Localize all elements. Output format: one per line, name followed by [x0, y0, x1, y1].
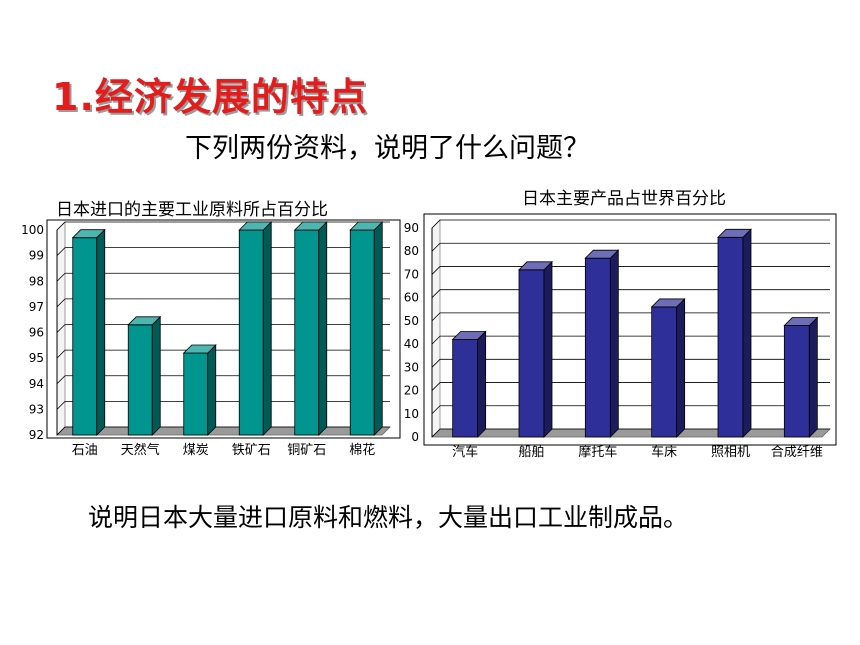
gridline: [56, 272, 390, 282]
gridline: [431, 382, 830, 391]
y-tick-label: 0: [411, 430, 419, 444]
gridline: [431, 219, 830, 229]
gridline: [431, 405, 830, 415]
x-category-label: 船舶: [518, 444, 544, 460]
x-category-label: 石油: [72, 443, 98, 458]
bar: [71, 228, 106, 436]
x-category-label: 煤炭: [183, 443, 209, 458]
x-category-label: 铜矿石: [287, 443, 326, 458]
x-category-label: 天然气: [121, 442, 160, 458]
y-tick-label: 10: [404, 407, 419, 421]
chart-floor: [56, 426, 391, 436]
y-tick-label: 40: [404, 337, 419, 351]
bar: [127, 315, 162, 436]
gridline: [56, 375, 390, 385]
y-tick-label: 97: [29, 300, 44, 314]
y-tick-label: 98: [29, 274, 44, 288]
side-wall: [431, 219, 441, 438]
bar: [349, 221, 384, 436]
y-tick-label: 100: [21, 223, 44, 237]
x-category-label: 照相机: [711, 445, 750, 460]
gridline: [56, 298, 390, 308]
gridline: [56, 221, 390, 231]
y-tick-label: 90: [404, 221, 419, 235]
bar: [717, 228, 752, 438]
slide-heading: 1.经济发展的特点: [52, 75, 368, 119]
gridline: [56, 324, 390, 333]
bar: [182, 344, 217, 436]
bar: [451, 330, 487, 438]
x-category-label: 摩托车: [578, 444, 617, 460]
gridline: [56, 349, 390, 359]
y-tick-label: 95: [29, 351, 44, 365]
x-category-label: 汽车: [452, 444, 478, 460]
gridline: [431, 428, 830, 438]
x-category-label: 棉花: [349, 442, 375, 458]
bar: [783, 316, 819, 438]
x-category-label: 铁矿石: [232, 443, 271, 458]
y-tick-label: 96: [29, 326, 44, 340]
gridline: [56, 247, 390, 256]
gridline: [431, 242, 830, 252]
y-tick-label: 70: [404, 267, 419, 281]
y-tick-label: 20: [404, 384, 419, 398]
conclusion-text: 说明日本大量进口原料和燃料，大量出口工业制成品。: [88, 503, 689, 532]
gridline: [431, 266, 830, 275]
x-category-label: 车床: [651, 444, 677, 460]
bar: [518, 260, 553, 438]
gridline: [56, 400, 390, 410]
chart-frame: [423, 213, 837, 446]
y-tick-label: 92: [29, 428, 44, 442]
chart-2-title: 日本主要产品占世界百分比: [522, 189, 726, 209]
y-tick-label: 60: [404, 291, 419, 305]
chart-1-title: 日本进口的主要工业原料所占百分比: [56, 200, 328, 220]
question-text: 下列两份资料，说明了什么问题？: [185, 133, 590, 164]
gridline: [431, 335, 830, 345]
y-tick-label: 99: [29, 249, 44, 263]
y-tick-label: 80: [404, 244, 419, 258]
chart-floor: [431, 428, 831, 438]
bar: [293, 221, 328, 436]
y-tick-label: 94: [29, 377, 44, 391]
gridline: [431, 289, 830, 298]
bar: [584, 249, 620, 438]
chart-frame: [46, 219, 401, 439]
y-tick-label: 93: [29, 402, 44, 416]
gridline: [56, 426, 390, 436]
bar: [650, 297, 686, 438]
gridline: [431, 358, 830, 368]
bar: [238, 221, 273, 436]
y-tick-label: 30: [404, 360, 419, 374]
x-category-label: 合成纤维: [771, 445, 823, 460]
gridline: [431, 312, 830, 322]
y-tick-label: 50: [404, 314, 419, 328]
side-wall: [56, 221, 66, 436]
